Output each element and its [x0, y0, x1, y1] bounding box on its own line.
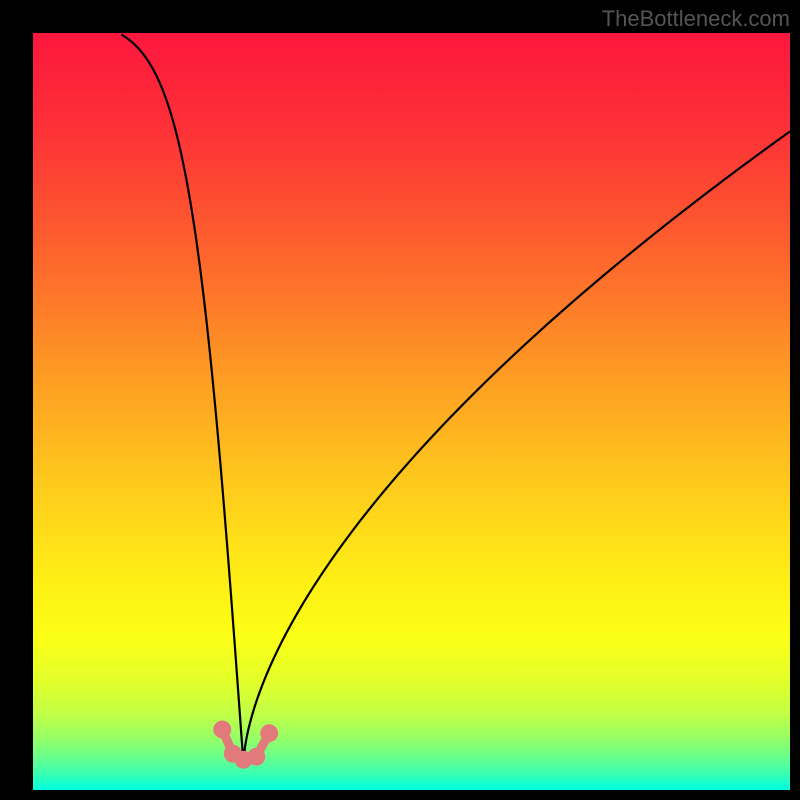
plot-area [33, 33, 790, 790]
bottleneck-curve [121, 35, 790, 763]
marker-dot [213, 720, 231, 738]
marker-dot [260, 724, 278, 742]
marker-dot [247, 748, 265, 766]
bottleneck-curve-svg [33, 33, 790, 790]
watermark-text: TheBottleneck.com [602, 6, 790, 32]
